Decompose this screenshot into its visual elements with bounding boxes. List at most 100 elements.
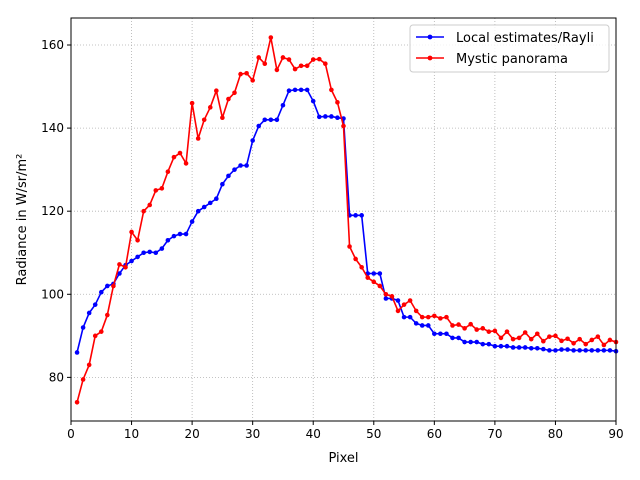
data-point (238, 163, 243, 168)
data-point (492, 328, 498, 334)
data-point (177, 150, 183, 156)
data-point (304, 63, 310, 69)
data-point (129, 229, 134, 235)
data-point (329, 114, 334, 119)
x-tick-label: 60 (427, 427, 442, 441)
x-tick-label: 80 (548, 427, 563, 441)
legend-label-local-estimates: Local estimates/Rayli (456, 31, 594, 46)
data-point (595, 348, 601, 353)
data-point (147, 202, 153, 208)
x-tick-label: 40 (306, 427, 321, 441)
data-point (456, 322, 461, 327)
data-point (371, 279, 377, 285)
data-point (244, 163, 249, 168)
data-point (474, 339, 480, 345)
data-point (316, 56, 322, 62)
x-tick-label: 90 (608, 427, 623, 441)
data-point (450, 335, 455, 341)
data-point (183, 231, 189, 237)
data-point (450, 323, 455, 328)
data-point (401, 314, 407, 320)
data-point (335, 115, 340, 121)
data-point (238, 71, 243, 77)
data-point (195, 208, 201, 214)
data-point (547, 348, 552, 353)
data-point (256, 123, 262, 129)
data-point (601, 342, 607, 348)
data-point (389, 294, 395, 299)
data-point (571, 341, 576, 346)
x-axis-label: Pixel (328, 451, 358, 466)
data-point (528, 336, 534, 342)
data-point (262, 117, 268, 123)
data-point (583, 348, 589, 353)
x-tick-label: 30 (245, 427, 260, 441)
data-point (583, 341, 589, 347)
data-point (316, 114, 322, 120)
data-point (262, 61, 268, 66)
data-point (250, 138, 255, 143)
data-point (74, 400, 80, 405)
data-point (274, 67, 280, 73)
data-point (298, 63, 304, 69)
data-point (80, 325, 86, 330)
data-point (80, 377, 86, 382)
data-point (516, 335, 522, 341)
data-point (117, 262, 122, 267)
series-0 (74, 87, 619, 355)
data-point (395, 308, 401, 314)
data-point (171, 154, 177, 160)
data-point (268, 35, 274, 40)
data-point (480, 326, 486, 331)
data-point (444, 314, 449, 320)
data-point (92, 302, 98, 307)
data-point (141, 250, 146, 256)
data-point (474, 327, 480, 332)
y-tick-label: 80 (49, 370, 64, 384)
x-tick-label: 10 (124, 427, 139, 441)
series-1 (74, 35, 619, 405)
data-point (153, 188, 159, 193)
data-point (274, 117, 280, 123)
data-point (226, 96, 231, 102)
data-point (407, 314, 413, 320)
data-point (201, 117, 207, 123)
data-point (571, 348, 576, 353)
y-tick-label: 140 (41, 121, 64, 135)
data-point (207, 200, 213, 206)
data-point (553, 348, 558, 353)
data-point (541, 338, 546, 344)
data-point (413, 308, 419, 314)
data-point (565, 347, 570, 352)
data-point (377, 271, 383, 276)
legend-item-mystic-panorama: Mystic panorama (416, 52, 568, 67)
data-point (383, 296, 389, 301)
data-point (383, 291, 389, 297)
y-tick-label: 160 (41, 38, 64, 52)
data-point (323, 114, 328, 119)
series-layer (74, 35, 619, 405)
data-point (292, 87, 298, 93)
data-point (486, 329, 492, 334)
data-point (395, 298, 401, 303)
data-point (310, 57, 316, 62)
data-point (595, 334, 601, 339)
data-point (359, 213, 364, 218)
data-point (189, 100, 195, 106)
y-tick-label: 120 (41, 204, 64, 218)
data-point (425, 314, 431, 320)
data-point (547, 334, 552, 339)
data-point (232, 167, 237, 172)
data-point (135, 254, 140, 260)
data-point (498, 335, 504, 341)
x-tick-label: 50 (366, 427, 381, 441)
data-point (492, 343, 498, 349)
data-point (292, 66, 298, 72)
data-point (589, 348, 595, 353)
data-point (268, 117, 274, 123)
data-point (541, 346, 546, 352)
legend-item-local-estimates: Local estimates/Rayli (416, 31, 594, 46)
data-point (74, 350, 80, 355)
